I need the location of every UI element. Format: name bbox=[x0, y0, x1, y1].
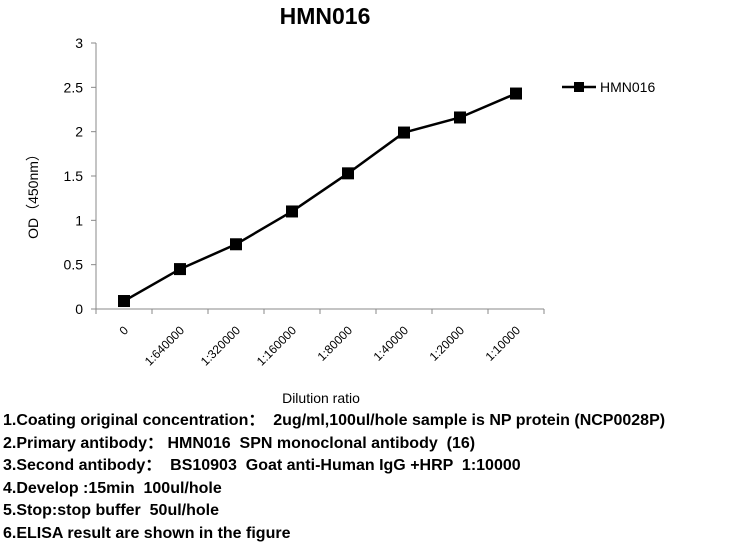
x-tick-label: 1:320000 bbox=[198, 323, 244, 369]
experiment-notes: 1.Coating original concentration： 2ug/ml… bbox=[3, 410, 753, 545]
data-point bbox=[118, 295, 130, 308]
y-tick-label: 2 bbox=[75, 124, 83, 140]
x-tick-label: 1:80000 bbox=[315, 323, 356, 364]
data-point bbox=[286, 205, 298, 218]
data-point bbox=[230, 238, 242, 251]
x-tick-label: 0 bbox=[116, 323, 131, 338]
data-point bbox=[398, 126, 410, 139]
y-tick-label: 3 bbox=[75, 35, 83, 51]
legend-marker bbox=[574, 82, 584, 92]
note-coating: 1.Coating original concentration： 2ug/ml… bbox=[3, 412, 666, 429]
x-tick-label: 1:20000 bbox=[427, 323, 468, 364]
note-develop: 4.Develop :15min 100ul/hole bbox=[3, 479, 222, 497]
data-point bbox=[510, 87, 522, 100]
y-tick-label: 1 bbox=[75, 212, 83, 228]
data-point bbox=[174, 263, 186, 276]
note-primary-antibody: 2.Primary antibody： HMN016 SPN monoclona… bbox=[3, 434, 476, 452]
y-tick-label: 1.5 bbox=[64, 168, 84, 184]
note-second-antibody: 3.Second antibody： BS10903 Goat anti-Hum… bbox=[3, 457, 521, 474]
y-axis-label: OD（450nm） bbox=[25, 147, 41, 239]
x-tick-label: 1:640000 bbox=[142, 323, 188, 369]
y-tick-label: 2.5 bbox=[64, 79, 84, 95]
chart-title: HMN016 bbox=[280, 3, 371, 29]
x-tick-label: 1:10000 bbox=[483, 323, 524, 364]
note-stop: 5.Stop:stop buffer 50ul/hole bbox=[3, 502, 220, 519]
y-tick-label: 0.5 bbox=[64, 257, 84, 273]
x-tick-label: 1:40000 bbox=[371, 323, 412, 364]
series-hmn016 bbox=[118, 87, 522, 308]
note-result: 6.ELISA result are shown in the figure bbox=[3, 524, 291, 542]
series-line bbox=[123, 92, 517, 303]
x-axis-label: Dilution ratio bbox=[282, 390, 360, 405]
data-point bbox=[342, 167, 354, 180]
legend: HMN016 bbox=[562, 79, 655, 95]
x-axis-ticks: 0 1:640000 1:320000 1:160000 1:80000 1:40000 1… bbox=[95, 309, 545, 369]
y-axis-ticks: 0 0.5 1 1.5 2 2.5 3 bbox=[64, 35, 96, 317]
y-tick-label: 0 bbox=[75, 301, 83, 317]
x-tick-label: 1:160000 bbox=[254, 323, 300, 369]
elisa-line-chart: HMN016 00.511.522.53 0 1:640000 1:320000 1:… bbox=[25, 3, 655, 405]
data-point bbox=[454, 111, 466, 124]
legend-label: HMN016 bbox=[600, 79, 655, 95]
